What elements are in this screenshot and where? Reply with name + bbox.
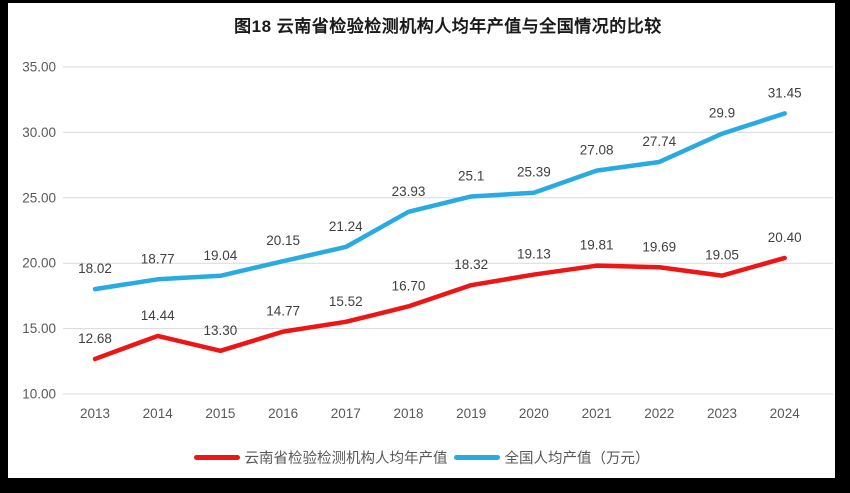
data-label: 29.9	[709, 106, 735, 121]
legend-item-yunnan: 云南省检验检测机构人均年产值	[193, 447, 448, 468]
data-label: 18.02	[78, 261, 112, 276]
x-tick-label: 2014	[143, 406, 174, 421]
data-label: 27.74	[642, 134, 676, 149]
x-tick-label: 2015	[205, 406, 235, 421]
legend-label-national: 全国人均产值（万元）	[504, 451, 650, 467]
x-tick-label: 2024	[770, 406, 801, 421]
x-tick-label: 2018	[393, 406, 423, 421]
data-label: 27.08	[580, 143, 614, 158]
series-line-national	[92, 111, 787, 292]
data-label: 15.52	[329, 294, 363, 309]
x-tick-label: 2022	[644, 406, 674, 421]
data-label: 20.40	[768, 230, 802, 245]
data-label: 19.69	[642, 239, 676, 254]
legend-item-national: 全国人均产值（万元）	[453, 447, 650, 468]
data-label: 25.39	[517, 165, 551, 180]
data-label: 21.24	[329, 219, 363, 234]
x-tick-label: 2020	[519, 406, 549, 421]
x-tick-label: 2023	[707, 406, 737, 421]
y-tick-label: 25.00	[22, 190, 56, 205]
legend-line-swatch-red	[193, 455, 240, 460]
series-line-yunnan	[92, 255, 787, 362]
x-tick-label: 2019	[456, 406, 486, 421]
data-label: 25.1	[458, 168, 484, 183]
data-label: 19.05	[705, 248, 739, 263]
data-label: 23.93	[392, 184, 426, 199]
y-tick-label: 20.00	[22, 256, 56, 271]
chart-legend: 云南省检验检测机构人均年产值 全国人均产值（万元）	[8, 447, 835, 468]
x-tick-label: 2013	[80, 406, 110, 421]
x-tick-label: 2021	[582, 406, 612, 421]
x-tick-label: 2016	[268, 406, 298, 421]
data-label: 14.44	[141, 308, 175, 323]
chart-title: 图18 云南省检验检测机构人均年产值与全国情况的比较	[234, 17, 662, 36]
data-label: 19.04	[204, 248, 238, 263]
data-label: 14.77	[266, 304, 300, 319]
line-chart-plot: 35.00 30.00 25.00 20.00 15.00 10.00 2013 2014 20…	[22, 60, 833, 421]
data-label: 16.70	[392, 278, 426, 293]
data-label: 20.15	[266, 233, 300, 248]
chart-canvas: 35.00 30.00 25.00 20.00 15.00 10.00 2013 2014 20…	[8, 3, 835, 478]
data-label: 18.77	[141, 251, 175, 266]
y-tick-label: 10.00	[22, 387, 56, 402]
x-tick-label: 2017	[331, 406, 361, 421]
data-label: 19.81	[580, 238, 614, 253]
data-label: 13.30	[204, 323, 238, 338]
y-tick-label: 15.00	[22, 321, 56, 336]
data-label: 18.32	[454, 257, 488, 272]
data-label: 12.68	[78, 331, 112, 346]
y-tick-label: 30.00	[22, 125, 56, 140]
legend-line-swatch-blue	[453, 455, 500, 460]
legend-label-yunnan: 云南省检验检测机构人均年产值	[244, 451, 448, 467]
data-label: 19.13	[517, 247, 551, 262]
data-label: 31.45	[768, 85, 802, 100]
y-tick-label: 35.00	[22, 60, 56, 75]
